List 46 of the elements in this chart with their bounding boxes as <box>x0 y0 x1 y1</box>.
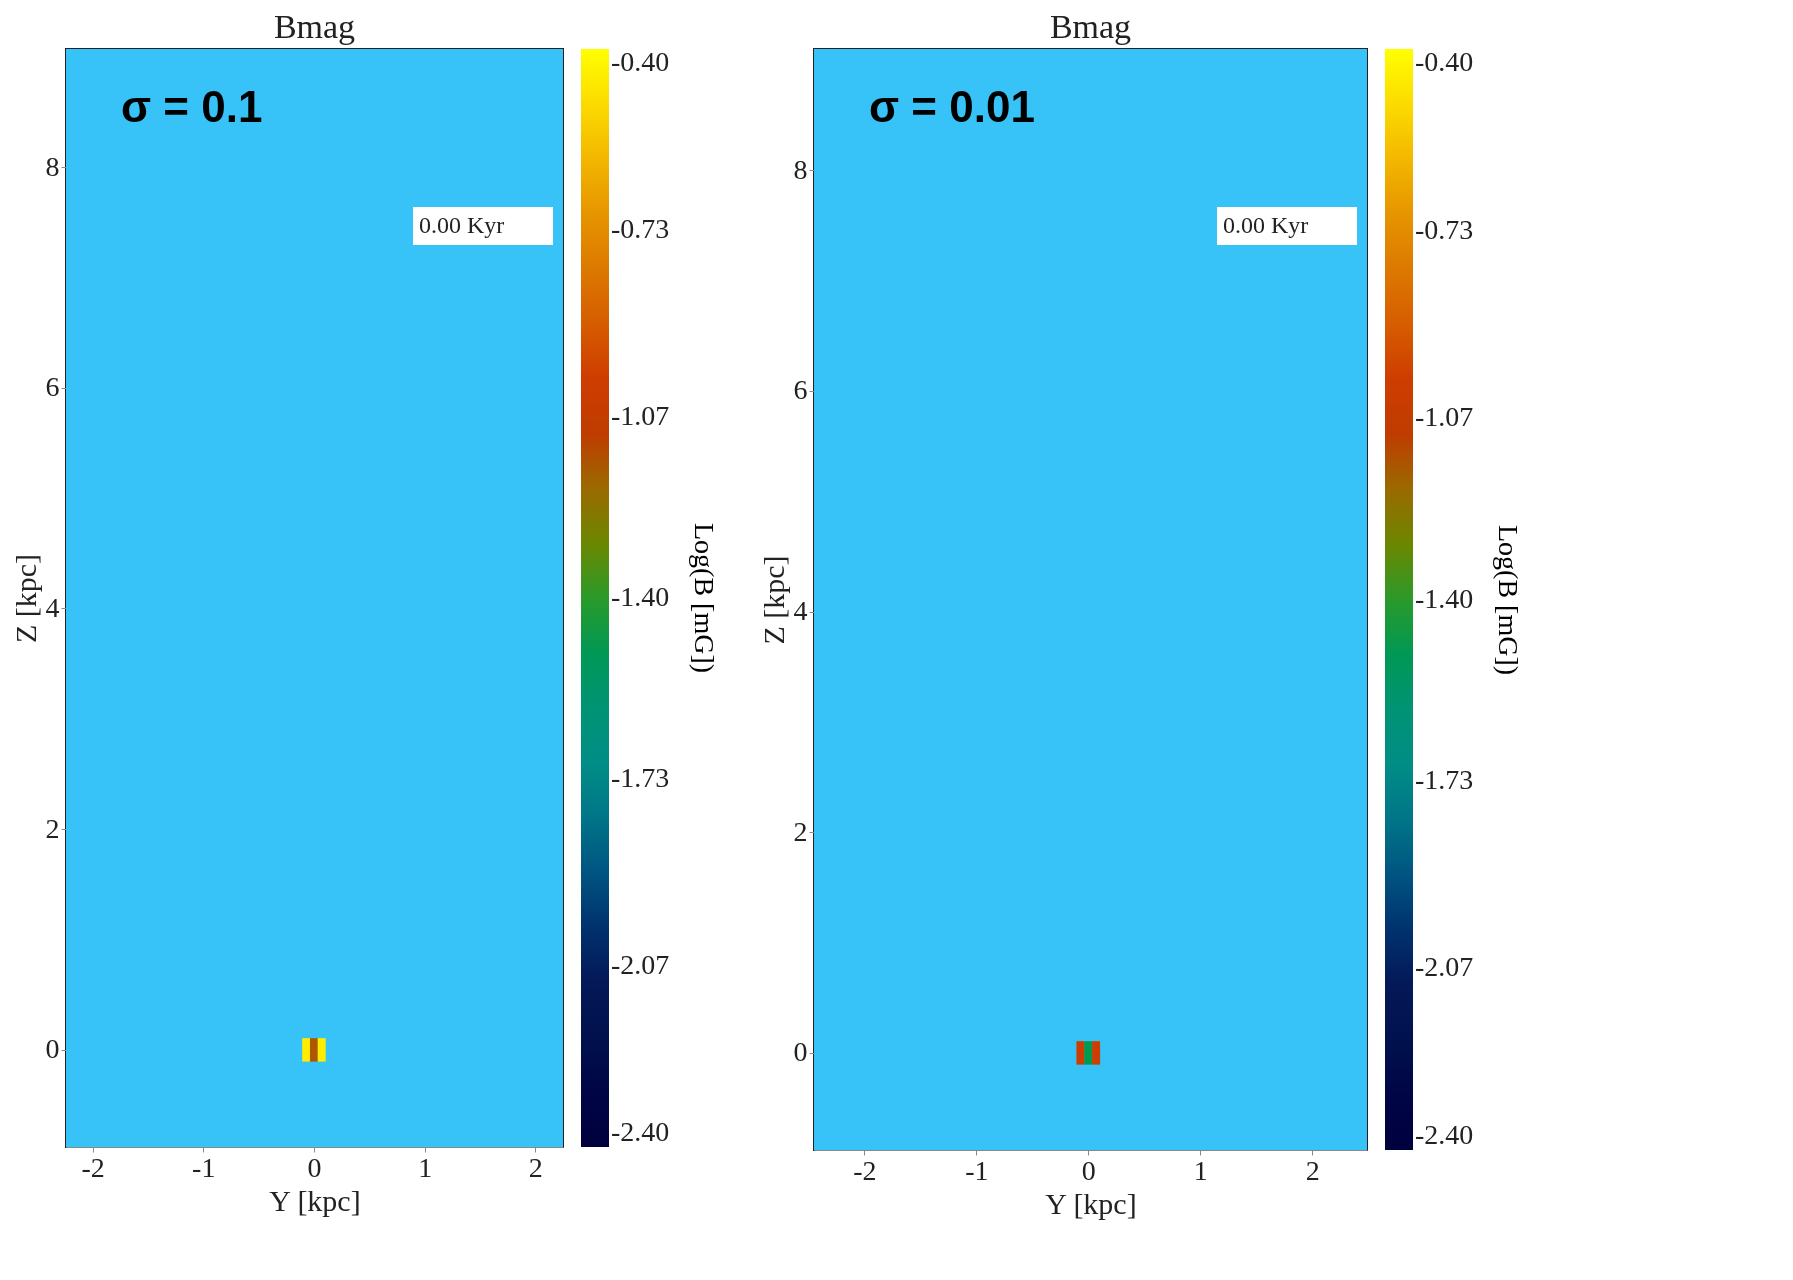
color-bar-label: -1.73 <box>611 762 670 794</box>
x-tick-label: 2 <box>528 1151 543 1183</box>
color-bar-label: -0.73 <box>611 213 670 245</box>
x-tick-label: 0 <box>307 1151 322 1183</box>
y-axis-title: Z [kpc] <box>756 555 790 645</box>
color-bar-label: -1.07 <box>611 399 670 431</box>
color-bar-label: -2.07 <box>611 948 670 980</box>
chart-title: Bmag <box>1049 8 1132 45</box>
annotation: σ = 0.01 <box>869 82 1035 131</box>
y-tick-label: 2 <box>793 815 808 847</box>
chart-title: Bmag <box>273 8 356 45</box>
x-tick-label: -2 <box>853 1154 877 1186</box>
x-tick-label: 2 <box>1305 1154 1320 1186</box>
x-axis-title: Y [kpc] <box>269 1183 361 1217</box>
y-tick-label: 6 <box>45 371 60 403</box>
annotation: 0.00 Kyr <box>419 212 505 238</box>
y-tick-label: 6 <box>793 374 808 406</box>
color-bar-label: -0.40 <box>611 46 670 77</box>
x-tick-label: 0 <box>1081 1154 1096 1186</box>
y-axis-title: Z [kpc] <box>8 553 42 644</box>
color-bar-label: -2.40 <box>1415 1119 1474 1150</box>
y-tick-label: 2 <box>45 812 60 844</box>
color-bar-title: Log(B [mG]) <box>689 522 720 674</box>
color-bar-label: -1.07 <box>1415 400 1474 432</box>
y-tick-label: 0 <box>793 1036 808 1068</box>
x-tick-label: -1 <box>965 1154 989 1186</box>
x-tick-label: -2 <box>81 1151 105 1183</box>
x-tick-label: 1 <box>418 1151 433 1183</box>
color-bar-label: -1.40 <box>611 581 670 612</box>
color-bar-label: -0.73 <box>1415 213 1474 245</box>
y-tick-label: 8 <box>793 153 808 185</box>
y-tick-label: 0 <box>45 1033 60 1065</box>
x-axis-title: Y [kpc] <box>1045 1186 1137 1220</box>
color-bar-label: -1.73 <box>1415 764 1474 796</box>
y-tick-label: 4 <box>45 591 60 623</box>
color-bar-label: -2.40 <box>611 1116 670 1147</box>
color-bar-label: -0.40 <box>1415 46 1474 77</box>
color-bar-title: Log(B [mG]) <box>1493 524 1524 676</box>
x-tick-label: -1 <box>192 1151 216 1183</box>
x-tick-label: 1 <box>1193 1154 1208 1186</box>
annotation: 0.00 Kyr <box>1223 212 1309 238</box>
color-bar-label: -2.07 <box>1415 951 1474 983</box>
y-tick-label: 8 <box>45 150 60 182</box>
annotation: σ = 0.1 <box>121 82 263 131</box>
color-bar-label: -1.40 <box>1415 582 1474 614</box>
y-tick-label: 4 <box>793 595 808 627</box>
